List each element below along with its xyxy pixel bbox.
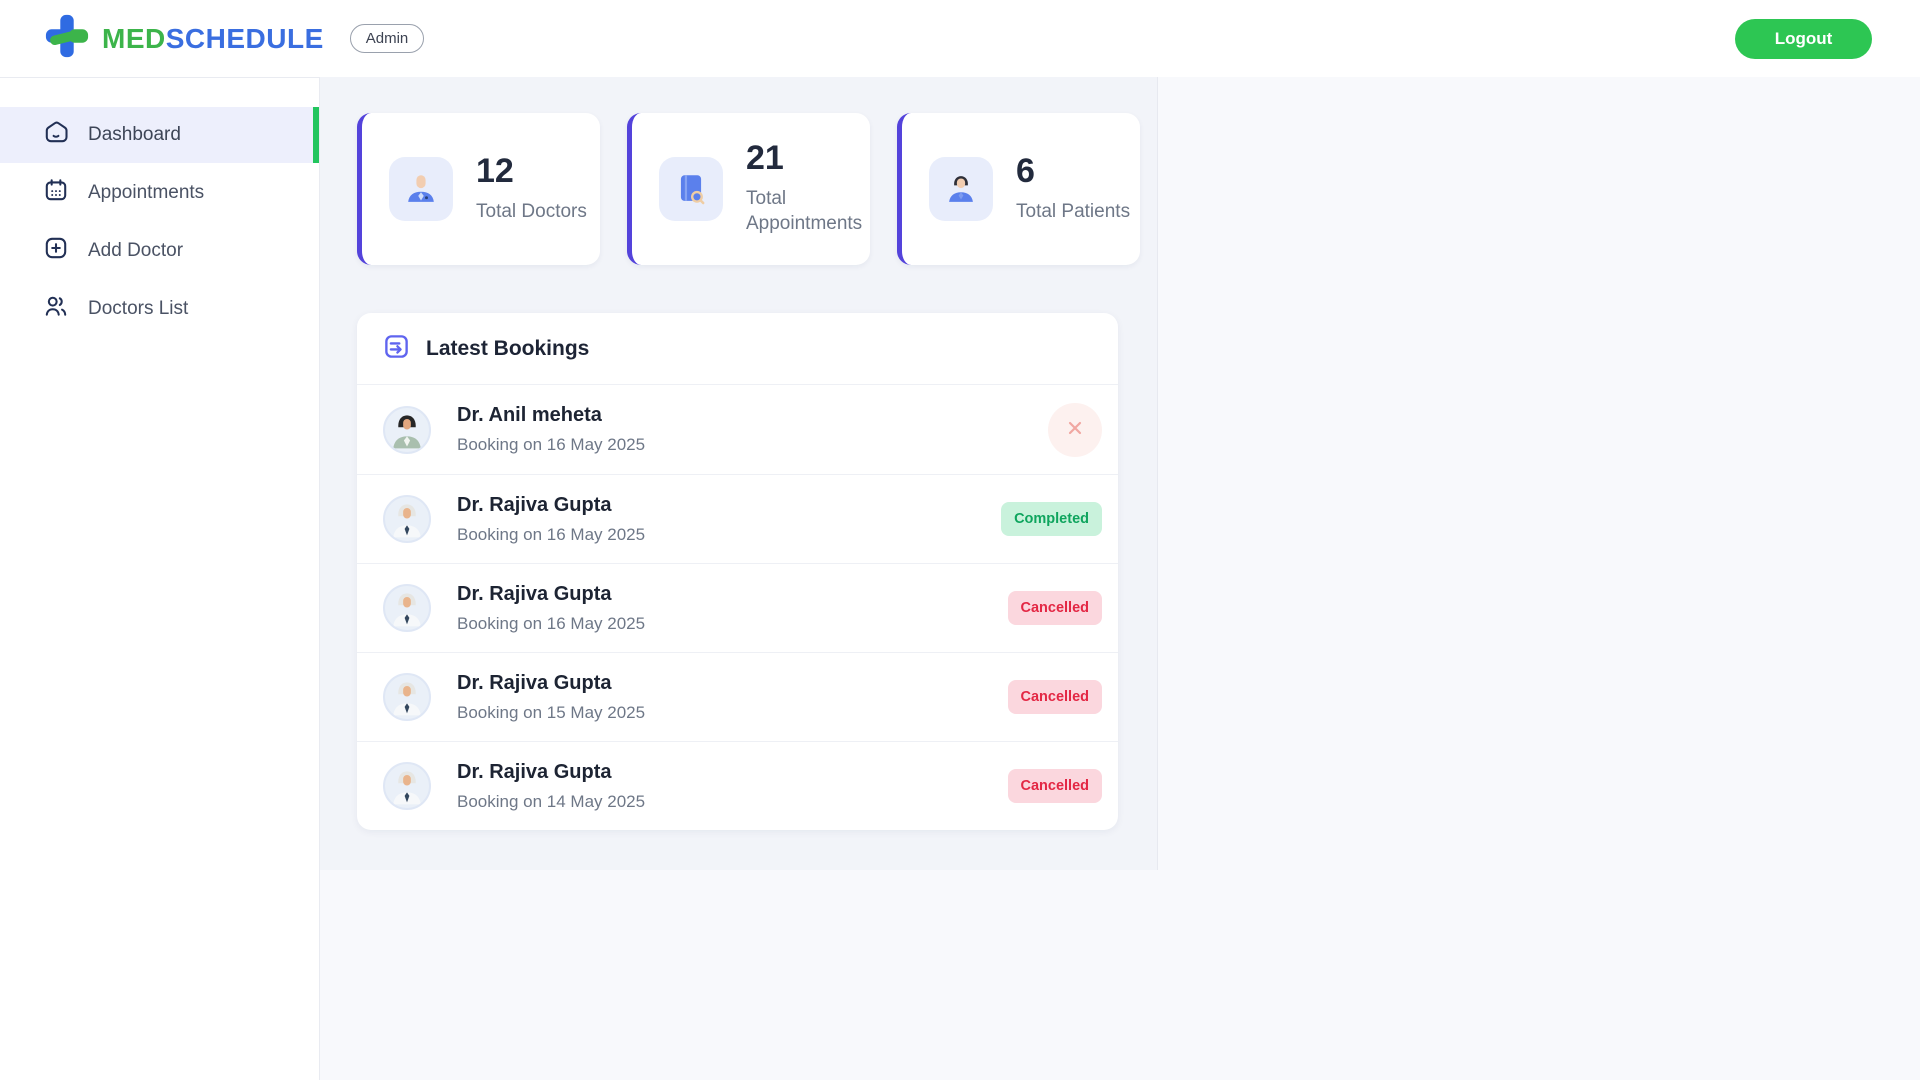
booking-info: Dr. Rajiva Gupta Booking on 16 May 2025 <box>457 583 645 634</box>
doctor-illustration-icon <box>389 157 453 221</box>
stat-value: 6 <box>1016 151 1035 190</box>
booking-info: Dr. Rajiva Gupta Booking on 16 May 2025 <box>457 494 645 545</box>
latest-bookings-header: Latest Bookings <box>357 313 1118 385</box>
booking-date: Booking on 14 May 2025 <box>457 791 646 811</box>
calendar-icon <box>43 177 69 209</box>
stat-text: 12 Total Doctors <box>476 151 587 224</box>
booking-row: Dr. Anil meheta Booking on 16 May 2025 <box>357 385 1118 474</box>
booking-doctor-name: Dr. Anil meheta <box>457 404 602 426</box>
booking-info: Dr. Rajiva Gupta Booking on 14 May 2025 <box>457 761 645 812</box>
booking-date: Booking on 16 May 2025 <box>457 613 646 633</box>
home-icon <box>43 119 69 151</box>
sidebar: Dashboard Appointments <box>0 77 320 1080</box>
sidebar-item-doctors-list[interactable]: Doctors List <box>0 281 319 337</box>
sidebar-item-label: Doctors List <box>88 298 189 319</box>
booking-date: Booking on 16 May 2025 <box>457 524 646 544</box>
doctor-avatar <box>383 584 431 632</box>
stat-value: 12 <box>476 151 514 190</box>
sidebar-nav: Dashboard Appointments <box>0 107 319 337</box>
brand-name: MEDSCHEDULE <box>102 23 324 55</box>
topbar: MEDSCHEDULE Admin Logout <box>0 0 1920 77</box>
brand-name-schedule: SCHEDULE <box>165 22 324 54</box>
booking-date: Booking on 16 May 2025 <box>457 435 646 454</box>
status-badge: Completed <box>1001 502 1102 536</box>
sidebar-item-label: Appointments <box>88 182 205 203</box>
booking-row: Dr. Rajiva Gupta Booking on 15 May 2025 … <box>357 652 1118 741</box>
panel-title: Latest Bookings <box>426 336 590 360</box>
sidebar-item-label: Add Doctor <box>88 240 184 261</box>
patient-illustration-icon <box>929 157 993 221</box>
status-badge: Cancelled <box>1007 680 1102 714</box>
stat-card-total-patients: 6 Total Patients <box>897 113 1140 265</box>
add-square-icon <box>43 235 69 267</box>
stat-card-total-appointments: 21 Total Appointments <box>627 113 870 265</box>
booking-doctor-name: Dr. Rajiva Gupta <box>457 671 612 694</box>
stat-value: 21 <box>746 139 784 178</box>
brand: MEDSCHEDULE Admin <box>44 13 425 64</box>
users-icon <box>43 293 69 325</box>
active-indicator-bar <box>313 107 319 163</box>
booking-doctor-name: Dr. Rajiva Gupta <box>457 760 612 783</box>
booking-info: Dr. Anil meheta Booking on 16 May 2025 <box>457 404 645 455</box>
logout-button[interactable]: Logout <box>1735 18 1872 59</box>
status-badge: Cancelled <box>1007 591 1102 625</box>
booking-doctor-name: Dr. Rajiva Gupta <box>457 582 612 605</box>
stat-label: Total Appointments <box>746 187 863 235</box>
stat-card-total-doctors: 12 Total Doctors <box>357 113 600 265</box>
stat-text: 21 Total Appointments <box>746 139 864 237</box>
sidebar-item-add-doctor[interactable]: Add Doctor <box>0 223 319 279</box>
main-area: 12 Total Doctors 21 <box>320 77 1920 1080</box>
booking-row: Dr. Rajiva Gupta Booking on 16 May 2025 … <box>357 474 1118 563</box>
close-icon <box>1066 419 1084 440</box>
latest-bookings-panel: Latest Bookings Dr. Anil meheta <box>357 313 1118 830</box>
doctor-avatar <box>383 405 431 454</box>
dashboard-content: 12 Total Doctors 21 <box>320 77 1158 870</box>
stats-row: 12 Total Doctors 21 <box>357 113 1157 265</box>
admin-role-badge: Admin <box>349 24 425 53</box>
booking-row: Dr. Rajiva Gupta Booking on 14 May 2025 … <box>357 741 1118 830</box>
sidebar-item-dashboard[interactable]: Dashboard <box>0 107 319 163</box>
stat-label: Total Doctors <box>476 200 587 222</box>
medical-cross-logo-icon <box>44 13 90 64</box>
booking-date: Booking on 15 May 2025 <box>457 702 646 722</box>
booking-info: Dr. Rajiva Gupta Booking on 15 May 2025 <box>457 672 645 723</box>
booking-row: Dr. Rajiva Gupta Booking on 16 May 2025 … <box>357 563 1118 652</box>
status-badge: Cancelled <box>1007 769 1102 803</box>
appointment-book-icon <box>659 157 723 221</box>
doctor-avatar <box>383 762 431 810</box>
stat-label: Total Patients <box>1016 200 1131 222</box>
sidebar-item-label: Dashboard <box>88 124 181 145</box>
brand-name-med: MED <box>102 22 166 54</box>
sidebar-item-appointments[interactable]: Appointments <box>0 165 319 221</box>
doctor-avatar <box>383 673 431 721</box>
bookings-log-icon <box>383 333 410 365</box>
stat-text: 6 Total Patients <box>1016 151 1131 224</box>
booking-doctor-name: Dr. Rajiva Gupta <box>457 493 612 516</box>
cancel-booking-button[interactable] <box>1048 402 1102 457</box>
doctor-avatar <box>383 495 431 543</box>
